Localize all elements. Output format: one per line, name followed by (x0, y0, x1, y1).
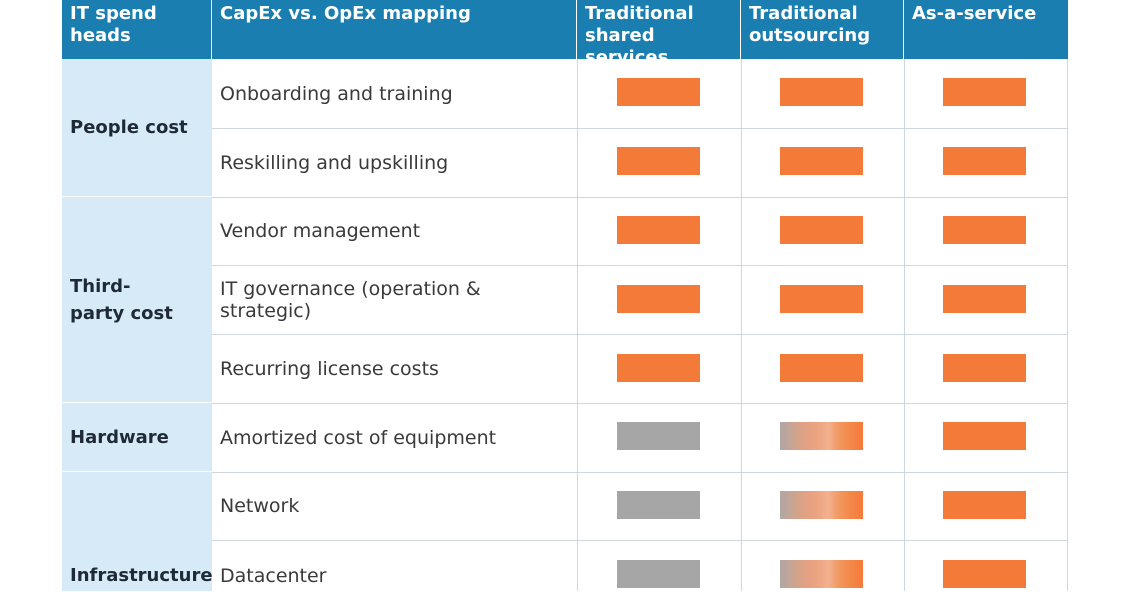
row-label: Recurring license costs (220, 357, 439, 380)
row-divider (212, 403, 1068, 404)
row-label: Vendor management (220, 220, 421, 242)
row-label: Network (220, 495, 300, 517)
opex-indicator-bar (943, 285, 1026, 313)
opex-indicator-bar (617, 354, 700, 382)
header-traditional-outsourcing: Traditional outsourcing (741, 0, 904, 59)
row-divider (212, 197, 1068, 198)
header-spend-heads: IT spend heads (62, 0, 212, 59)
column-divider (904, 59, 905, 591)
opex-indicator-bar (780, 285, 863, 313)
mixed-indicator-bar (780, 422, 863, 450)
opex-indicator-bar (617, 216, 700, 244)
row-divider (212, 265, 1068, 266)
column-divider (577, 59, 578, 591)
capex-indicator-bar (617, 560, 700, 588)
row-divider (212, 128, 1068, 129)
opex-indicator-bar (780, 354, 863, 382)
group-label: People cost (70, 117, 188, 138)
row-divider (212, 540, 1068, 541)
group-infrastructure: Infrastructure (62, 472, 213, 591)
spend-mapping-table: IT spend heads CapEx vs. OpEx mapping Tr… (62, 0, 1068, 591)
group-label: Third-party cost (70, 275, 173, 324)
opex-indicator-bar (943, 78, 1026, 106)
row-label: IT governance (operation & strategic) (220, 277, 481, 322)
group-third-party-cost: Third-party cost (62, 197, 212, 403)
group-label: Infrastructure (70, 565, 213, 586)
opex-indicator-bar (780, 78, 863, 106)
opex-indicator-bar (617, 78, 700, 106)
opex-indicator-bar (617, 147, 700, 175)
row-divider (212, 334, 1068, 335)
group-people-cost: People cost (62, 59, 212, 197)
column-divider (741, 59, 742, 591)
column-divider (1067, 59, 1068, 591)
header-traditional-shared-services: Traditional shared services (577, 0, 741, 68)
opex-indicator-bar (943, 354, 1026, 382)
opex-indicator-bar (943, 491, 1026, 519)
group-label: Hardware (70, 426, 169, 448)
row-label: Onboarding and training (220, 82, 453, 105)
row-divider (212, 472, 1068, 473)
opex-indicator-bar (780, 216, 863, 244)
opex-indicator-bar (943, 216, 1026, 244)
capex-indicator-bar (617, 491, 700, 519)
header-as-a-service: As-a-service (904, 0, 1068, 59)
opex-indicator-bar (943, 422, 1026, 450)
capex-indicator-bar (617, 422, 700, 450)
row-label: Reskilling and upskilling (220, 151, 449, 174)
mixed-indicator-bar (780, 491, 863, 519)
opex-indicator-bar (943, 560, 1026, 588)
row-label: Datacenter (220, 564, 327, 587)
row-label: Amortized cost of equipment (220, 426, 497, 449)
mixed-indicator-bar (780, 560, 863, 588)
group-hardware: Hardware (62, 403, 212, 472)
opex-indicator-bar (780, 147, 863, 175)
header-capex-opex-mapping: CapEx vs. OpEx mapping (212, 0, 577, 59)
opex-indicator-bar (617, 285, 700, 313)
opex-indicator-bar (943, 147, 1026, 175)
